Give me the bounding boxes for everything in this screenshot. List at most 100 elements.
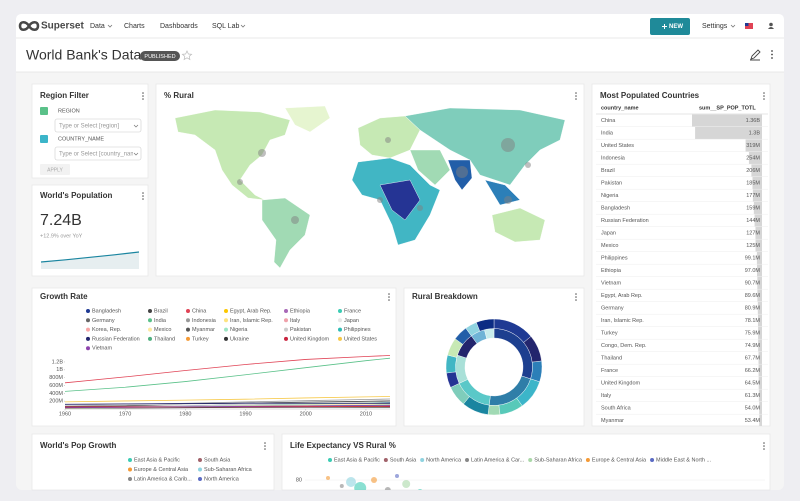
- menu-dot[interactable]: [142, 195, 144, 197]
- new-button[interactable]: [650, 18, 690, 35]
- select-placeholder[interactable]: Type or Select [region]: [59, 124, 119, 130]
- legend-label[interactable]: Russian Federation: [92, 336, 140, 342]
- legend-swatch[interactable]: [86, 336, 90, 341]
- legend-label[interactable]: Brazil: [154, 308, 168, 314]
- legend-swatch[interactable]: [148, 309, 152, 313]
- menu-item[interactable]: Dashboards: [160, 23, 198, 30]
- legend-label[interactable]: Pakistan: [290, 327, 311, 333]
- legend-label[interactable]: South Asia: [204, 457, 231, 463]
- menu-item[interactable]: SQL Lab: [212, 23, 239, 30]
- menu-dot[interactable]: [575, 95, 577, 97]
- legend-label[interactable]: United States: [344, 336, 377, 342]
- legend-swatch[interactable]: [86, 327, 90, 332]
- legend-swatch[interactable]: [198, 467, 202, 472]
- legend-swatch[interactable]: [224, 318, 228, 323]
- select-placeholder[interactable]: Type or Select [country_name]: [59, 152, 141, 158]
- legend-swatch[interactable]: [128, 467, 132, 472]
- menu-dot[interactable]: [575, 92, 577, 94]
- legend-swatch[interactable]: [284, 327, 288, 332]
- legend-swatch[interactable]: [528, 458, 533, 462]
- legend-swatch[interactable]: [338, 336, 342, 341]
- sunburst-segment[interactable]: [476, 318, 495, 332]
- legend-label[interactable]: Vietnam: [92, 346, 112, 352]
- sunburst-segment[interactable]: [487, 404, 501, 416]
- edit-icon[interactable]: [750, 49, 761, 61]
- sunburst-segment[interactable]: [445, 354, 457, 374]
- menu-item[interactable]: Data: [90, 23, 105, 30]
- legend-label[interactable]: East Asia & Pacific: [134, 457, 180, 463]
- menu-dot[interactable]: [264, 442, 266, 444]
- menu-dot[interactable]: [771, 50, 773, 52]
- sunburst-segment[interactable]: [530, 360, 543, 383]
- legend-label[interactable]: North America: [426, 457, 462, 463]
- new-label[interactable]: NEW: [669, 24, 683, 30]
- menu-dot[interactable]: [763, 98, 765, 100]
- legend-label[interactable]: Korea, Rep.: [92, 327, 122, 333]
- apply-button[interactable]: [40, 164, 70, 175]
- menu-dot[interactable]: [575, 299, 577, 301]
- legend-swatch[interactable]: [420, 458, 425, 462]
- menu-item[interactable]: Charts: [124, 23, 145, 30]
- select[interactable]: [54, 146, 142, 161]
- legend-swatch[interactable]: [338, 309, 342, 313]
- legend-label[interactable]: Nigeria: [230, 327, 248, 333]
- legend-label[interactable]: Europe & Central Asia: [592, 457, 647, 463]
- legend-label[interactable]: United Kingdom: [290, 336, 330, 342]
- legend-swatch[interactable]: [338, 318, 342, 323]
- legend-label[interactable]: South Asia: [390, 457, 417, 463]
- legend-swatch[interactable]: [86, 346, 90, 351]
- legend-swatch[interactable]: [186, 309, 190, 313]
- menu-dot[interactable]: [763, 92, 765, 94]
- legend-label[interactable]: Ethiopia: [290, 308, 311, 314]
- legend-swatch[interactable]: [328, 458, 332, 462]
- menu-dot[interactable]: [142, 192, 144, 194]
- legend-swatch[interactable]: [224, 327, 228, 332]
- legend-label[interactable]: Japan: [344, 318, 359, 324]
- legend-label[interactable]: Middle East & North ...: [656, 457, 711, 463]
- legend-label[interactable]: Indonesia: [192, 318, 217, 324]
- settings[interactable]: Settings: [702, 23, 728, 30]
- apply-label[interactable]: APPLY: [47, 167, 63, 173]
- legend-swatch[interactable]: [148, 318, 152, 323]
- legend-swatch[interactable]: [224, 336, 228, 341]
- menu-dot[interactable]: [763, 448, 765, 450]
- menu-dot[interactable]: [763, 445, 765, 447]
- menu-dot[interactable]: [575, 296, 577, 298]
- legend-swatch[interactable]: [198, 477, 202, 481]
- menu-dot[interactable]: [763, 442, 765, 444]
- menu-dot[interactable]: [142, 92, 144, 94]
- user-icon[interactable]: [769, 22, 773, 27]
- legend-label[interactable]: Sub-Saharan Africa: [534, 457, 583, 463]
- legend-label[interactable]: Germany: [92, 318, 115, 324]
- legend-swatch[interactable]: [148, 327, 152, 332]
- legend-label[interactable]: India: [154, 318, 167, 324]
- favorite-star[interactable]: [181, 50, 193, 61]
- legend-label[interactable]: France: [344, 308, 361, 314]
- menu-dot[interactable]: [142, 95, 144, 97]
- menu-dot[interactable]: [388, 293, 390, 295]
- legend-swatch[interactable]: [338, 327, 342, 332]
- legend-label[interactable]: Mexico: [154, 327, 171, 333]
- menu-dot[interactable]: [575, 293, 577, 295]
- menu-dot[interactable]: [388, 299, 390, 301]
- legend-label[interactable]: Turkey: [192, 336, 209, 342]
- legend-swatch[interactable]: [86, 318, 90, 323]
- menu-dot[interactable]: [264, 448, 266, 450]
- legend-swatch[interactable]: [284, 309, 288, 313]
- legend-label[interactable]: North America: [204, 476, 240, 482]
- legend-swatch[interactable]: [465, 458, 470, 462]
- legend-label[interactable]: Sub-Saharan Africa: [204, 467, 253, 473]
- legend-swatch[interactable]: [383, 458, 388, 462]
- select[interactable]: [54, 118, 142, 133]
- legend-label[interactable]: Bangladesh: [92, 308, 121, 314]
- legend-label[interactable]: Philippines: [344, 327, 371, 333]
- legend-label[interactable]: Myanmar: [192, 327, 215, 333]
- legend-swatch[interactable]: [186, 327, 190, 332]
- legend-label[interactable]: Iran, Islamic Rep.: [230, 318, 273, 324]
- legend-label[interactable]: Ukraine: [230, 336, 249, 342]
- legend-label[interactable]: East Asia & Pacific: [334, 457, 380, 463]
- legend-label[interactable]: Latin America & Carib...: [134, 476, 192, 482]
- menu-dot[interactable]: [142, 198, 144, 200]
- legend-swatch[interactable]: [284, 336, 288, 341]
- legend-swatch[interactable]: [650, 458, 655, 462]
